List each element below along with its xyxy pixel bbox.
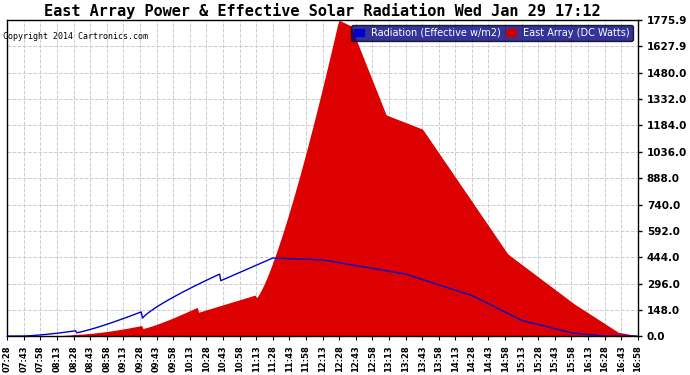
Legend: Radiation (Effective w/m2), East Array (DC Watts): Radiation (Effective w/m2), East Array (… (351, 25, 633, 40)
Title: East Array Power & Effective Solar Radiation Wed Jan 29 17:12: East Array Power & Effective Solar Radia… (44, 3, 601, 19)
Text: Copyright 2014 Cartronics.com: Copyright 2014 Cartronics.com (3, 32, 148, 41)
